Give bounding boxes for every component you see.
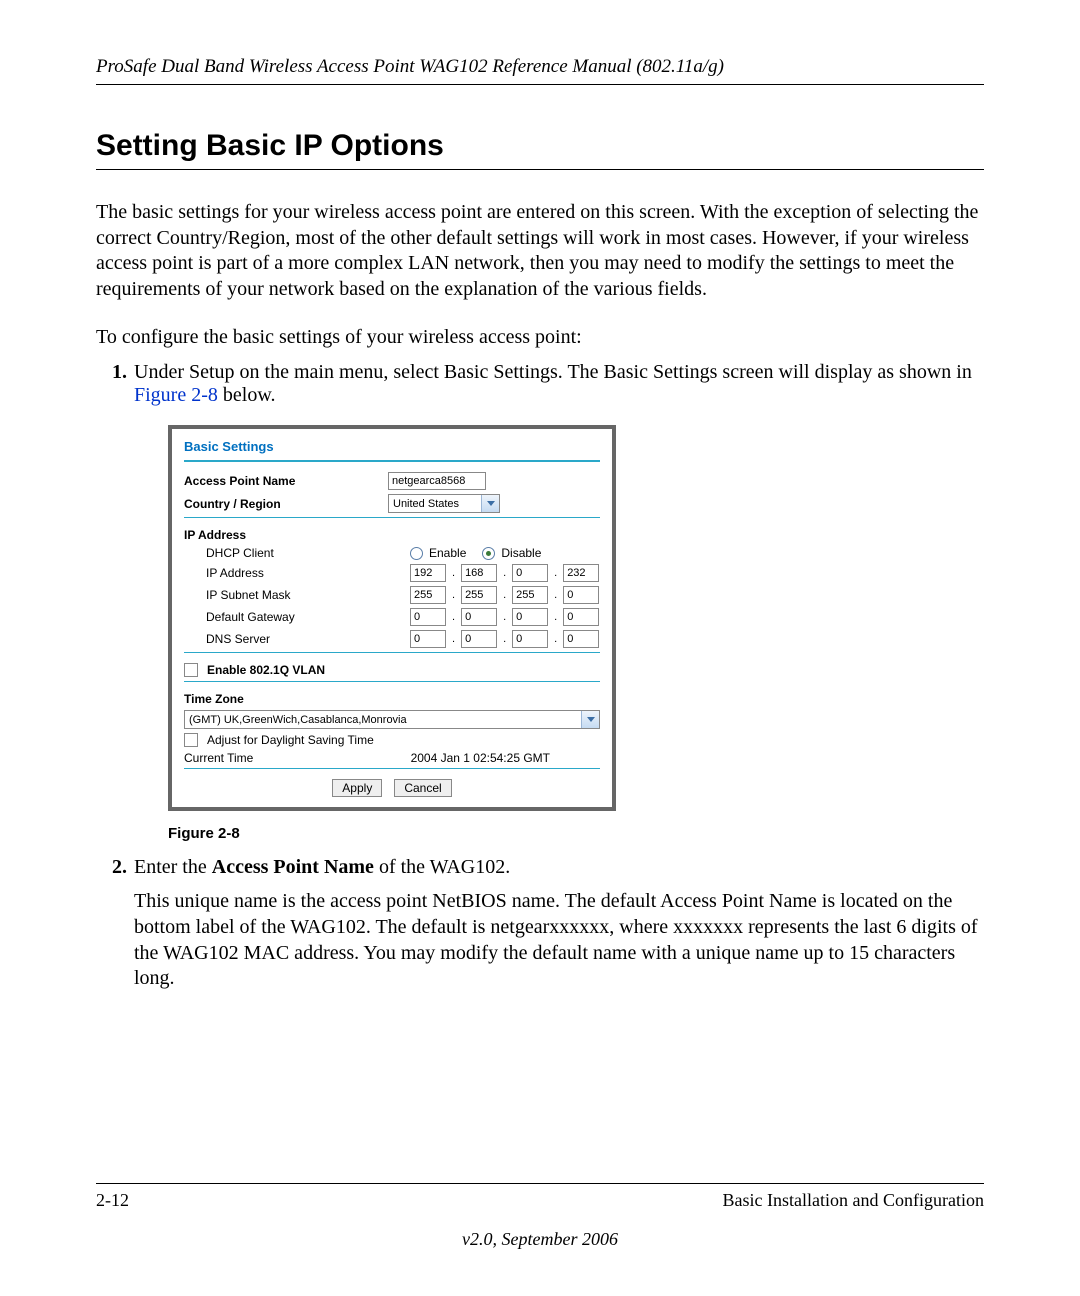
ip-octet-3[interactable] [512, 564, 548, 582]
page-footer: 2-12 Basic Installation and Configuratio… [96, 1183, 984, 1250]
subnet-octet-4[interactable] [563, 586, 599, 604]
dhcp-enable-text: Enable [429, 546, 466, 560]
gateway-label: Default Gateway [184, 610, 406, 624]
country-label: Country / Region [184, 497, 384, 511]
timezone-value: (GMT) UK,GreenWich,Casablanca,Monrovia [189, 714, 407, 726]
ap-name-label: Access Point Name [184, 474, 384, 488]
divider [184, 681, 600, 682]
apply-button[interactable]: Apply [332, 779, 382, 797]
dhcp-label: DHCP Client [184, 546, 406, 560]
current-time-label: Current Time [184, 751, 253, 765]
subnet-octet-3[interactable] [512, 586, 548, 604]
running-head: ProSafe Dual Band Wireless Access Point … [96, 56, 984, 85]
divider [184, 460, 600, 462]
dhcp-disable-radio[interactable] [482, 547, 495, 560]
dst-checkbox[interactable] [184, 733, 198, 747]
ip-section-label: IP Address [184, 528, 600, 542]
step1-text-b: below. [218, 384, 276, 406]
chapter-name: Basic Installation and Configuration [723, 1190, 984, 1211]
ip-octet-2[interactable] [461, 564, 497, 582]
subnet-octet-2[interactable] [461, 586, 497, 604]
intro-paragraph: The basic settings for your wireless acc… [96, 200, 984, 302]
vlan-label: Enable 802.1Q VLAN [207, 663, 325, 677]
country-select[interactable]: United States [388, 494, 500, 513]
step2-body: This unique name is the access point Net… [134, 889, 984, 991]
dns-label: DNS Server [184, 632, 406, 646]
divider [184, 768, 600, 769]
dhcp-enable-radio[interactable] [410, 547, 423, 560]
gw-octet-2[interactable] [461, 608, 497, 626]
step2-b: of the WAG102. [374, 856, 510, 878]
step1-text-a: Under Setup on the main menu, select Bas… [134, 361, 972, 383]
divider [184, 652, 600, 653]
step-1: Under Setup on the main menu, select Bas… [132, 361, 984, 842]
dns-octet-4[interactable] [563, 630, 599, 648]
current-time-value: 2004 Jan 1 02:54:25 GMT [411, 751, 550, 765]
gw-octet-1[interactable] [410, 608, 446, 626]
lead-paragraph: To configure the basic settings of your … [96, 326, 984, 349]
dns-octet-3[interactable] [512, 630, 548, 648]
step2-a: Enter the [134, 856, 212, 878]
dst-label: Adjust for Daylight Saving Time [207, 733, 374, 747]
doc-version: v2.0, September 2006 [96, 1229, 984, 1250]
step2-bold: Access Point Name [212, 856, 374, 878]
cancel-button[interactable]: Cancel [394, 779, 451, 797]
step-2: Enter the Access Point Name of the WAG10… [132, 856, 984, 991]
section-title: Setting Basic IP Options [96, 129, 984, 170]
vlan-checkbox[interactable] [184, 663, 198, 677]
gw-octet-4[interactable] [563, 608, 599, 626]
ip-octet-4[interactable] [563, 564, 599, 582]
ip-octet-1[interactable] [410, 564, 446, 582]
subnet-label: IP Subnet Mask [184, 588, 406, 602]
tz-section-label: Time Zone [184, 692, 600, 706]
country-value: United States [393, 498, 459, 510]
figure-2-8: Basic Settings Access Point Name Country… [168, 425, 984, 811]
divider [184, 517, 600, 518]
page-number: 2-12 [96, 1190, 129, 1211]
timezone-select[interactable]: (GMT) UK,GreenWich,Casablanca,Monrovia [184, 710, 600, 729]
ip-addr-label: IP Address [184, 566, 406, 580]
basic-settings-panel: Basic Settings Access Point Name Country… [168, 425, 616, 811]
dhcp-disable-text: Disable [501, 546, 541, 560]
dns-octet-1[interactable] [410, 630, 446, 648]
panel-title: Basic Settings [184, 439, 600, 454]
chevron-down-icon [581, 711, 599, 728]
subnet-octet-1[interactable] [410, 586, 446, 604]
ap-name-input[interactable] [388, 472, 486, 490]
figure-link[interactable]: Figure 2-8 [134, 384, 218, 406]
dns-octet-2[interactable] [461, 630, 497, 648]
chevron-down-icon [481, 495, 499, 512]
gw-octet-3[interactable] [512, 608, 548, 626]
figure-caption: Figure 2-8 [168, 825, 984, 842]
